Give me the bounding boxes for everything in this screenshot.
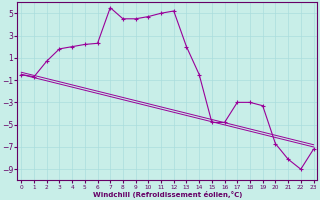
X-axis label: Windchill (Refroidissement éolien,°C): Windchill (Refroidissement éolien,°C) [93,191,242,198]
